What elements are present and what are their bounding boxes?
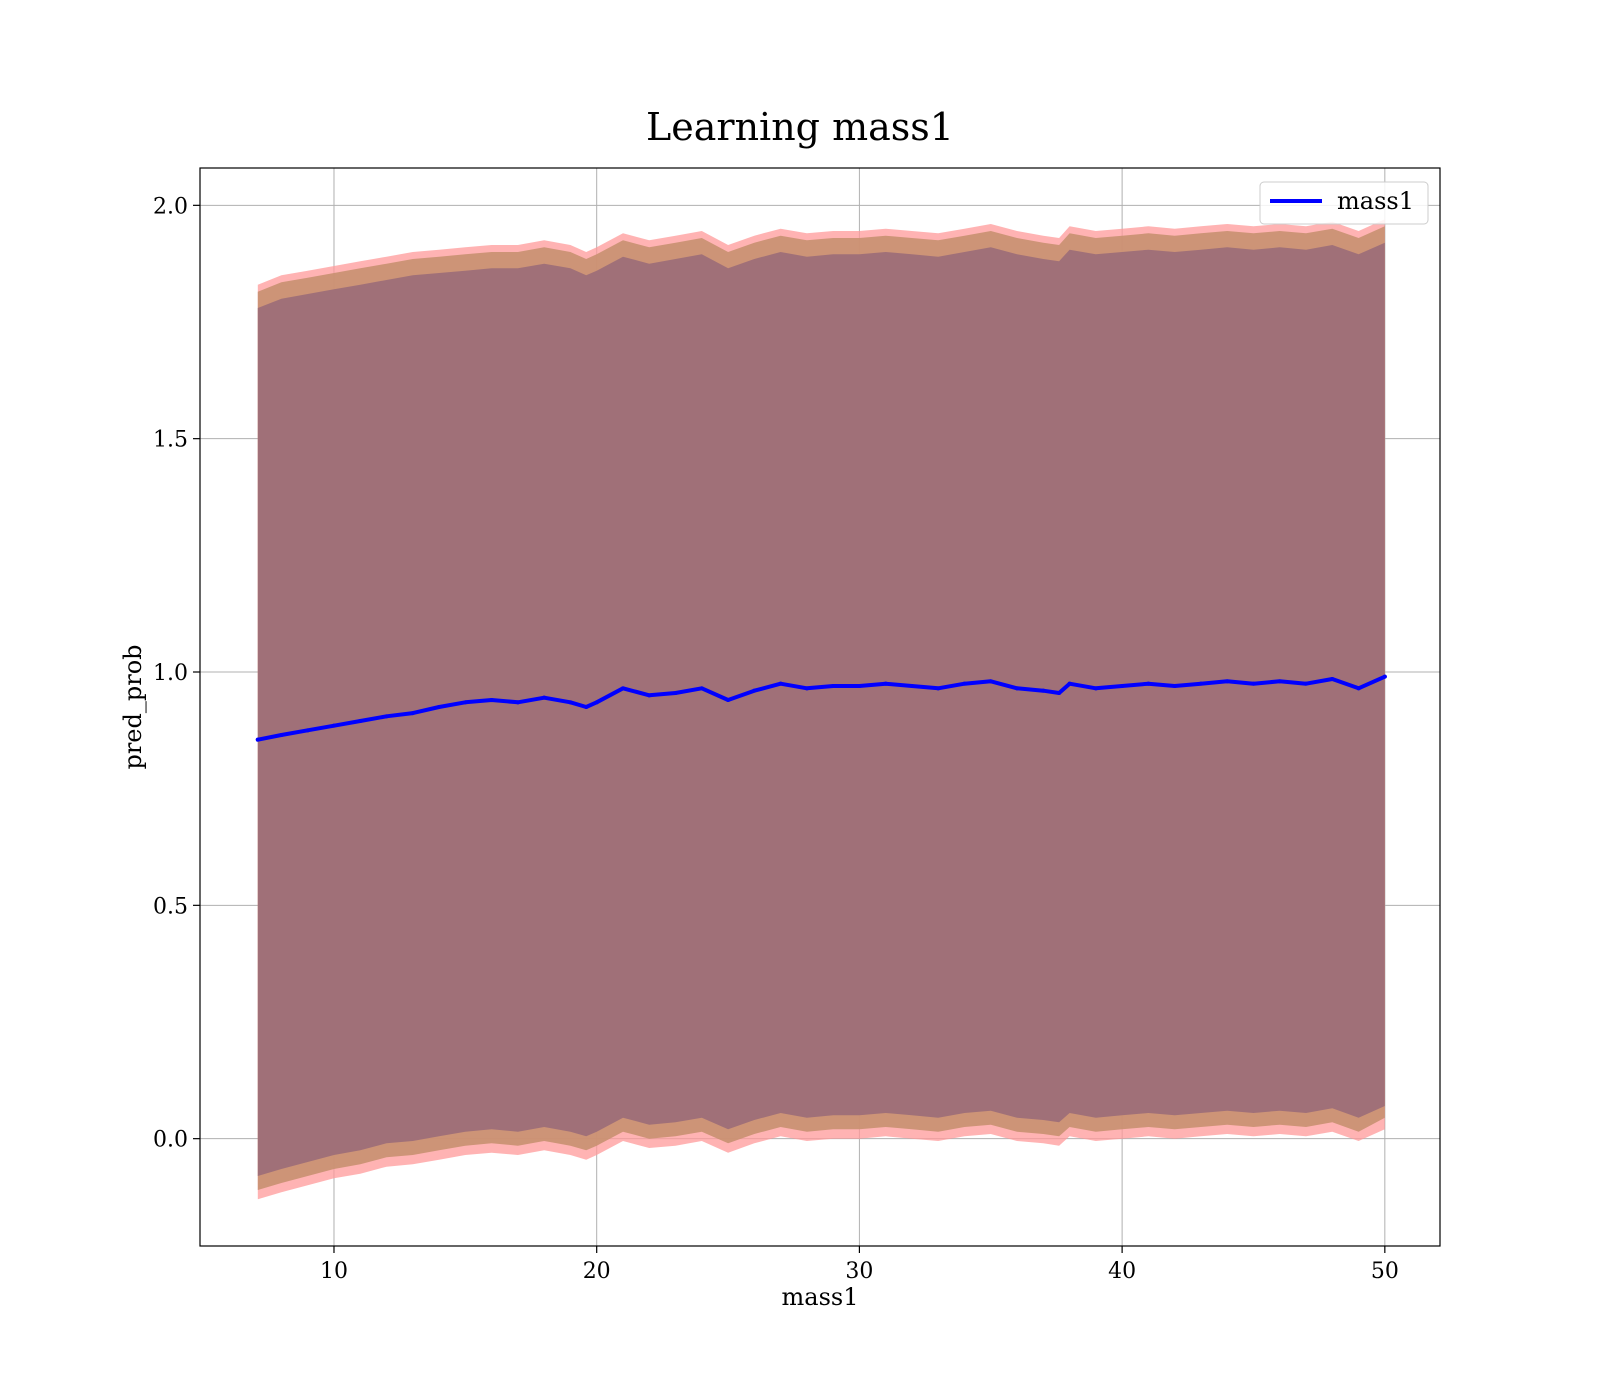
legend: mass1 — [1259, 181, 1429, 225]
legend-box — [1259, 181, 1429, 225]
chart-title: Learning mass1 — [646, 105, 954, 149]
y-tick-label: 2.0 — [153, 194, 188, 219]
data-point — [463, 700, 468, 705]
x-axis-ticks: 10 20 30 40 50 — [320, 1246, 1399, 1284]
data-point — [594, 700, 599, 705]
y-tick-label: 1.0 — [153, 661, 188, 686]
data-point — [437, 705, 442, 709]
x-tick-label: 30 — [845, 1259, 873, 1284]
data-point — [489, 698, 494, 702]
data-point — [883, 681, 888, 686]
data-point — [358, 719, 363, 723]
data-point — [988, 679, 993, 684]
data-point — [857, 684, 862, 688]
y-tick-label: 1.5 — [153, 428, 188, 453]
data-point — [542, 695, 547, 700]
data-point — [1172, 684, 1177, 688]
data-point — [255, 737, 260, 742]
y-tick-label: 0.0 — [153, 1128, 188, 1153]
data-point — [909, 684, 914, 688]
data-point — [331, 723, 336, 728]
data-point — [1067, 681, 1072, 686]
data-point — [1198, 681, 1203, 686]
x-axis-label: mass1 — [782, 1283, 859, 1311]
x-tick-label: 10 — [320, 1259, 348, 1284]
data-point — [410, 711, 415, 716]
data-point — [673, 691, 678, 695]
x-tick-label: 20 — [583, 1259, 611, 1284]
data-point — [384, 714, 389, 719]
data-point — [1277, 679, 1282, 684]
data-point — [778, 681, 783, 686]
confidence-bands — [257, 219, 1385, 1200]
y-axis-ticks: 0.0 0.5 1.0 1.5 2.0 — [153, 194, 200, 1153]
data-point — [1356, 686, 1361, 691]
data-point — [584, 705, 589, 709]
x-tick-label: 40 — [1108, 1259, 1136, 1284]
data-point — [752, 688, 757, 693]
series-lines — [255, 674, 1387, 742]
data-point — [1015, 686, 1020, 691]
data-point — [962, 681, 967, 686]
data-point — [568, 700, 573, 705]
data-point — [1251, 681, 1256, 686]
data-point — [305, 728, 310, 733]
data-point — [1093, 686, 1098, 691]
band-2 — [257, 242, 1385, 1176]
data-point — [647, 693, 652, 698]
y-axis-label: pred_prob — [119, 644, 147, 769]
data-point — [279, 733, 284, 737]
legend-label-mass1: mass1 — [1337, 187, 1414, 215]
data-point — [1330, 677, 1335, 681]
data-point — [1120, 684, 1125, 688]
data-point — [515, 700, 520, 705]
data-point — [804, 686, 809, 691]
data-point — [1382, 674, 1387, 679]
data-point — [831, 684, 836, 688]
series-line-0 — [255, 674, 1387, 742]
data-point — [699, 686, 704, 691]
data-point — [936, 686, 941, 691]
data-point — [726, 698, 731, 702]
data-point — [1057, 691, 1062, 695]
data-point — [1225, 679, 1230, 684]
y-tick-label: 0.5 — [153, 894, 188, 919]
data-point — [1041, 688, 1046, 693]
data-point — [620, 686, 625, 691]
plot-frame — [199, 167, 1441, 1247]
data-point — [1304, 681, 1309, 686]
x-tick-label: 50 — [1371, 1259, 1399, 1284]
data-point — [1146, 681, 1151, 686]
